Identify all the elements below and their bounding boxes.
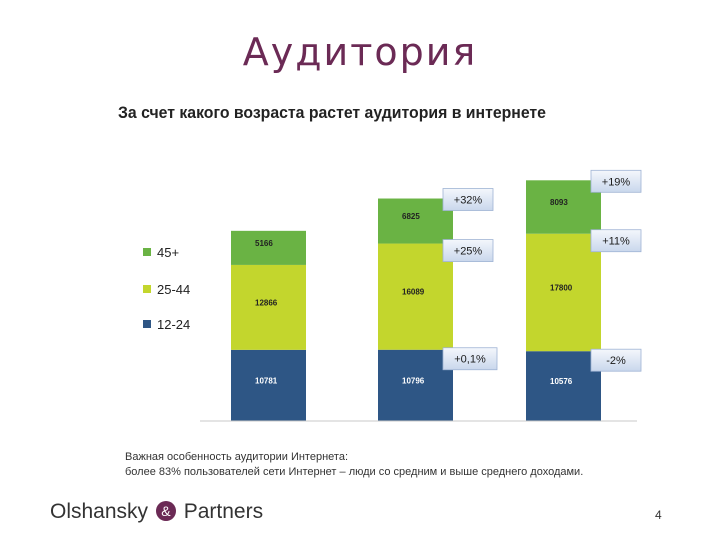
legend-label-45+: 45+: [157, 245, 179, 260]
growth-callout-12-24-2: [442, 347, 498, 371]
bar-45+-1: [231, 230, 306, 265]
data-label-12-24-3: 10576: [550, 377, 573, 386]
growth-callout-45+-2: [442, 188, 494, 211]
bar-12-24-1: [231, 349, 306, 421]
legend-label-25-44: 25-44: [157, 282, 190, 297]
logo-part-2: Partners: [183, 500, 264, 523]
note: Важная особенность аудитории Интернета: …: [125, 450, 583, 480]
growth-label-45+-3: +19%: [602, 176, 631, 188]
growth-callout-25-44-2: [442, 239, 494, 262]
note-line-2: более 83% пользователей сети Интернет – …: [125, 466, 584, 478]
legend-swatch-12-24: [143, 320, 151, 328]
company-logo: Olshansky & Partners: [50, 500, 263, 524]
logo-amp: &: [155, 501, 176, 521]
logo-part-1: Olshansky: [50, 500, 149, 523]
slide-title: Аудитория: [242, 30, 478, 74]
legend-label-12-24: 12-24: [157, 317, 190, 332]
legend-swatch-45+: [143, 248, 151, 256]
growth-label-12-24-2: +0,1%: [454, 354, 486, 366]
data-label-25-44-3: 17800: [550, 283, 573, 292]
growth-label-12-24-3: -2%: [606, 355, 626, 367]
growth-label-25-44-3: +11%: [602, 236, 630, 248]
growth-callout-12-24-3: [590, 348, 642, 372]
data-label-45+-3: 8093: [550, 198, 568, 207]
page-number: 4: [655, 508, 662, 522]
data-label-25-44-1: 12866: [255, 298, 278, 307]
data-label-25-44-2: 16089: [402, 288, 425, 297]
bar-25-44-3: [526, 233, 601, 352]
bar-45+-2: [378, 198, 453, 244]
data-label-45+-2: 6825: [402, 212, 420, 221]
data-label-12-24-1: 10781: [255, 376, 278, 385]
bar-25-44-2: [378, 243, 453, 350]
bar-12-24-3: [526, 351, 601, 421]
bar-25-44-1: [231, 264, 306, 350]
legend-swatch-25-44: [143, 285, 151, 293]
growth-callout-25-44-3: [590, 229, 642, 253]
data-label-12-24-2: 10796: [402, 376, 425, 385]
growth-label-45+-2: +32%: [454, 195, 483, 207]
bar-12-24-2: [378, 349, 453, 421]
data-label-45+-1: 5166: [255, 239, 273, 248]
chart-title: За счет какого возраста растет аудитория…: [118, 103, 546, 122]
growth-callout-45+-3: [590, 169, 642, 193]
note-line-1: Важная особенность аудитории Интернета:: [125, 451, 348, 463]
growth-label-25-44-2: +25%: [454, 246, 483, 258]
bar-45+-3: [526, 180, 601, 234]
